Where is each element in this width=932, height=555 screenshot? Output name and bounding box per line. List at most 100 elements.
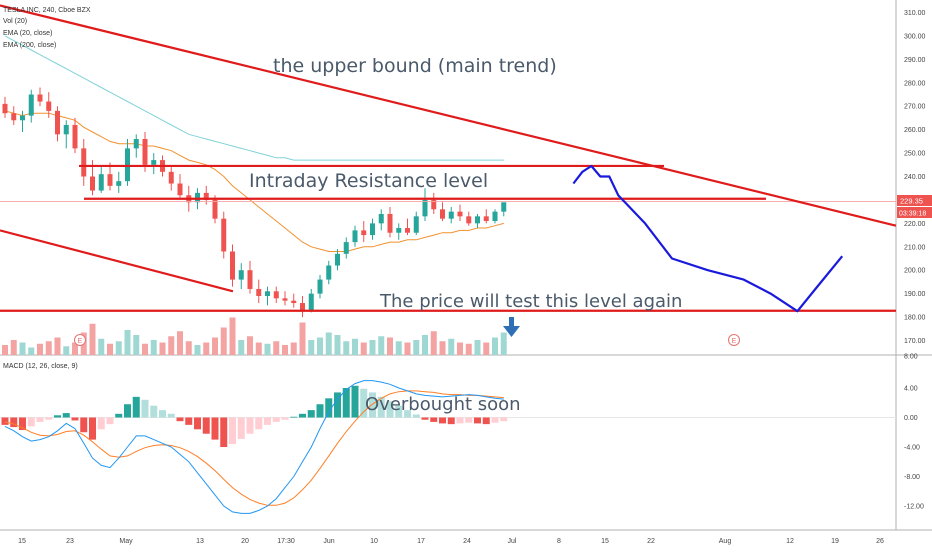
macd-line [4,380,504,514]
price-tick-label: 310.00 [904,10,926,17]
price-tick-label: 220.00 [904,221,926,228]
candle-body [168,171,174,184]
volume-bar [19,342,26,355]
candle-body [2,103,8,114]
candle-body [396,228,402,233]
volume-bar [474,340,481,355]
time-tick-label: 15 [18,538,26,545]
volume-bar [203,342,210,355]
volume-bar [308,340,315,355]
volume-bar [124,330,131,355]
candle-body [483,216,489,222]
price-tick-label: 200.00 [904,268,926,275]
volume-bar [317,337,323,355]
volume-bar [238,340,245,355]
price-tick-label: 270.00 [904,104,926,111]
upper-trendline [0,4,897,227]
candle-body [195,192,200,203]
time-axis[interactable]: 15 23 May 13 20 17:30 Jun 10 17 24 Jul 8 15 22 Aug 12 19… [18,538,884,545]
macd-histogram-bar [316,404,324,418]
symbol-title[interactable]: TESLA INC, 240, Cboe BZX [3,7,91,14]
time-tick-label: 15 [601,538,609,545]
volume-bar [483,342,490,355]
macd-histogram-bar [307,410,315,418]
volume-bar [439,341,446,355]
macd-histogram-bar [404,410,411,418]
macd-histogram-bar [36,417,44,422]
volume-bar [159,342,166,355]
macd-histogram-bar [500,417,508,422]
macd-histogram-bar [194,417,201,430]
candle-body [501,202,507,212]
price-tick-label: 280.00 [904,80,926,87]
volume-bar [378,336,385,355]
annotation-upper-bound[interactable]: the upper bound (main trend) [273,55,557,77]
projection-path [572,164,844,313]
macd-histogram-bar [369,392,376,418]
candle-body [107,174,113,186]
macd-histogram-bar [167,413,175,418]
candle-body [343,242,349,254]
macd-histogram-bar [465,417,473,423]
candle-body [116,181,122,186]
macd-histogram-bar [211,417,219,440]
price-tick-label: 170.00 [904,338,926,345]
macd-histogram-bar [71,417,79,421]
macd-histogram-bar [246,417,254,434]
macd-histogram-bar [412,414,420,418]
candle-body [492,211,498,222]
macd-histogram-bar [482,417,490,425]
volume-bar [45,341,52,355]
candle-body [151,160,157,165]
candle-body [378,213,384,224]
legend-ema20[interactable]: EMA (20, close) [3,30,52,37]
macd-histogram-bar [237,417,245,439]
legend-volume[interactable]: Vol (20) [3,18,27,25]
candle-body [20,115,25,121]
price-tick-label: 190.00 [904,291,926,298]
last-price-value: 229.35 [900,197,923,206]
volume-bar [404,342,411,355]
macd-histogram-bar [115,413,123,418]
time-tick-label: 8 [557,538,561,545]
volume-bar [299,322,306,355]
macd-histogram-bar [491,417,499,423]
candle-body [448,211,454,219]
candle-body [413,216,419,233]
candle-body [317,279,323,294]
legend-ema200[interactable]: EMA (200, close) [3,42,56,49]
candle-body [282,298,288,301]
macd-histogram-bar [351,385,359,418]
legend-macd[interactable]: MACD (12, 26, close, 9) [3,363,78,370]
drawing-layer[interactable] [0,4,897,313]
volume-bar [247,336,253,355]
ema20-line [4,110,504,252]
macd-histogram-bar [377,396,385,418]
macd-axis[interactable]: 4.00 0.00 -4.00 -8.00 -12.00 [904,386,924,511]
annotation-resistance[interactable]: Intraday Resistance level [249,170,488,192]
volume-bar [142,343,148,355]
legend[interactable]: TESLA INC, 240, Cboe BZX Vol (20) EMA (2… [3,7,91,370]
candle-body [457,211,463,217]
volume-bar [448,338,455,355]
price-tick-label: 8.00 [904,354,918,361]
time-tick-label: 17 [417,538,425,545]
earnings-badge-label: E [78,338,83,345]
earnings-badge-2[interactable]: E [728,334,740,346]
macd-histogram-bar [325,398,333,418]
volume-bar [194,345,201,355]
candle-body [475,216,480,224]
macd-histogram-bar [62,413,70,418]
annotation-overbought[interactable]: Overbought soon [365,394,521,415]
macd-histogram-bar [54,415,61,418]
macd-histogram-bar [124,404,131,418]
candle-body [90,176,95,191]
annotation-test-level[interactable]: The price will test this level again [379,291,682,312]
earnings-badge-1[interactable]: E [74,334,86,346]
macd-histogram-bar [474,417,481,424]
macd-histogram-bar [272,417,280,422]
volume-bars [2,317,507,355]
